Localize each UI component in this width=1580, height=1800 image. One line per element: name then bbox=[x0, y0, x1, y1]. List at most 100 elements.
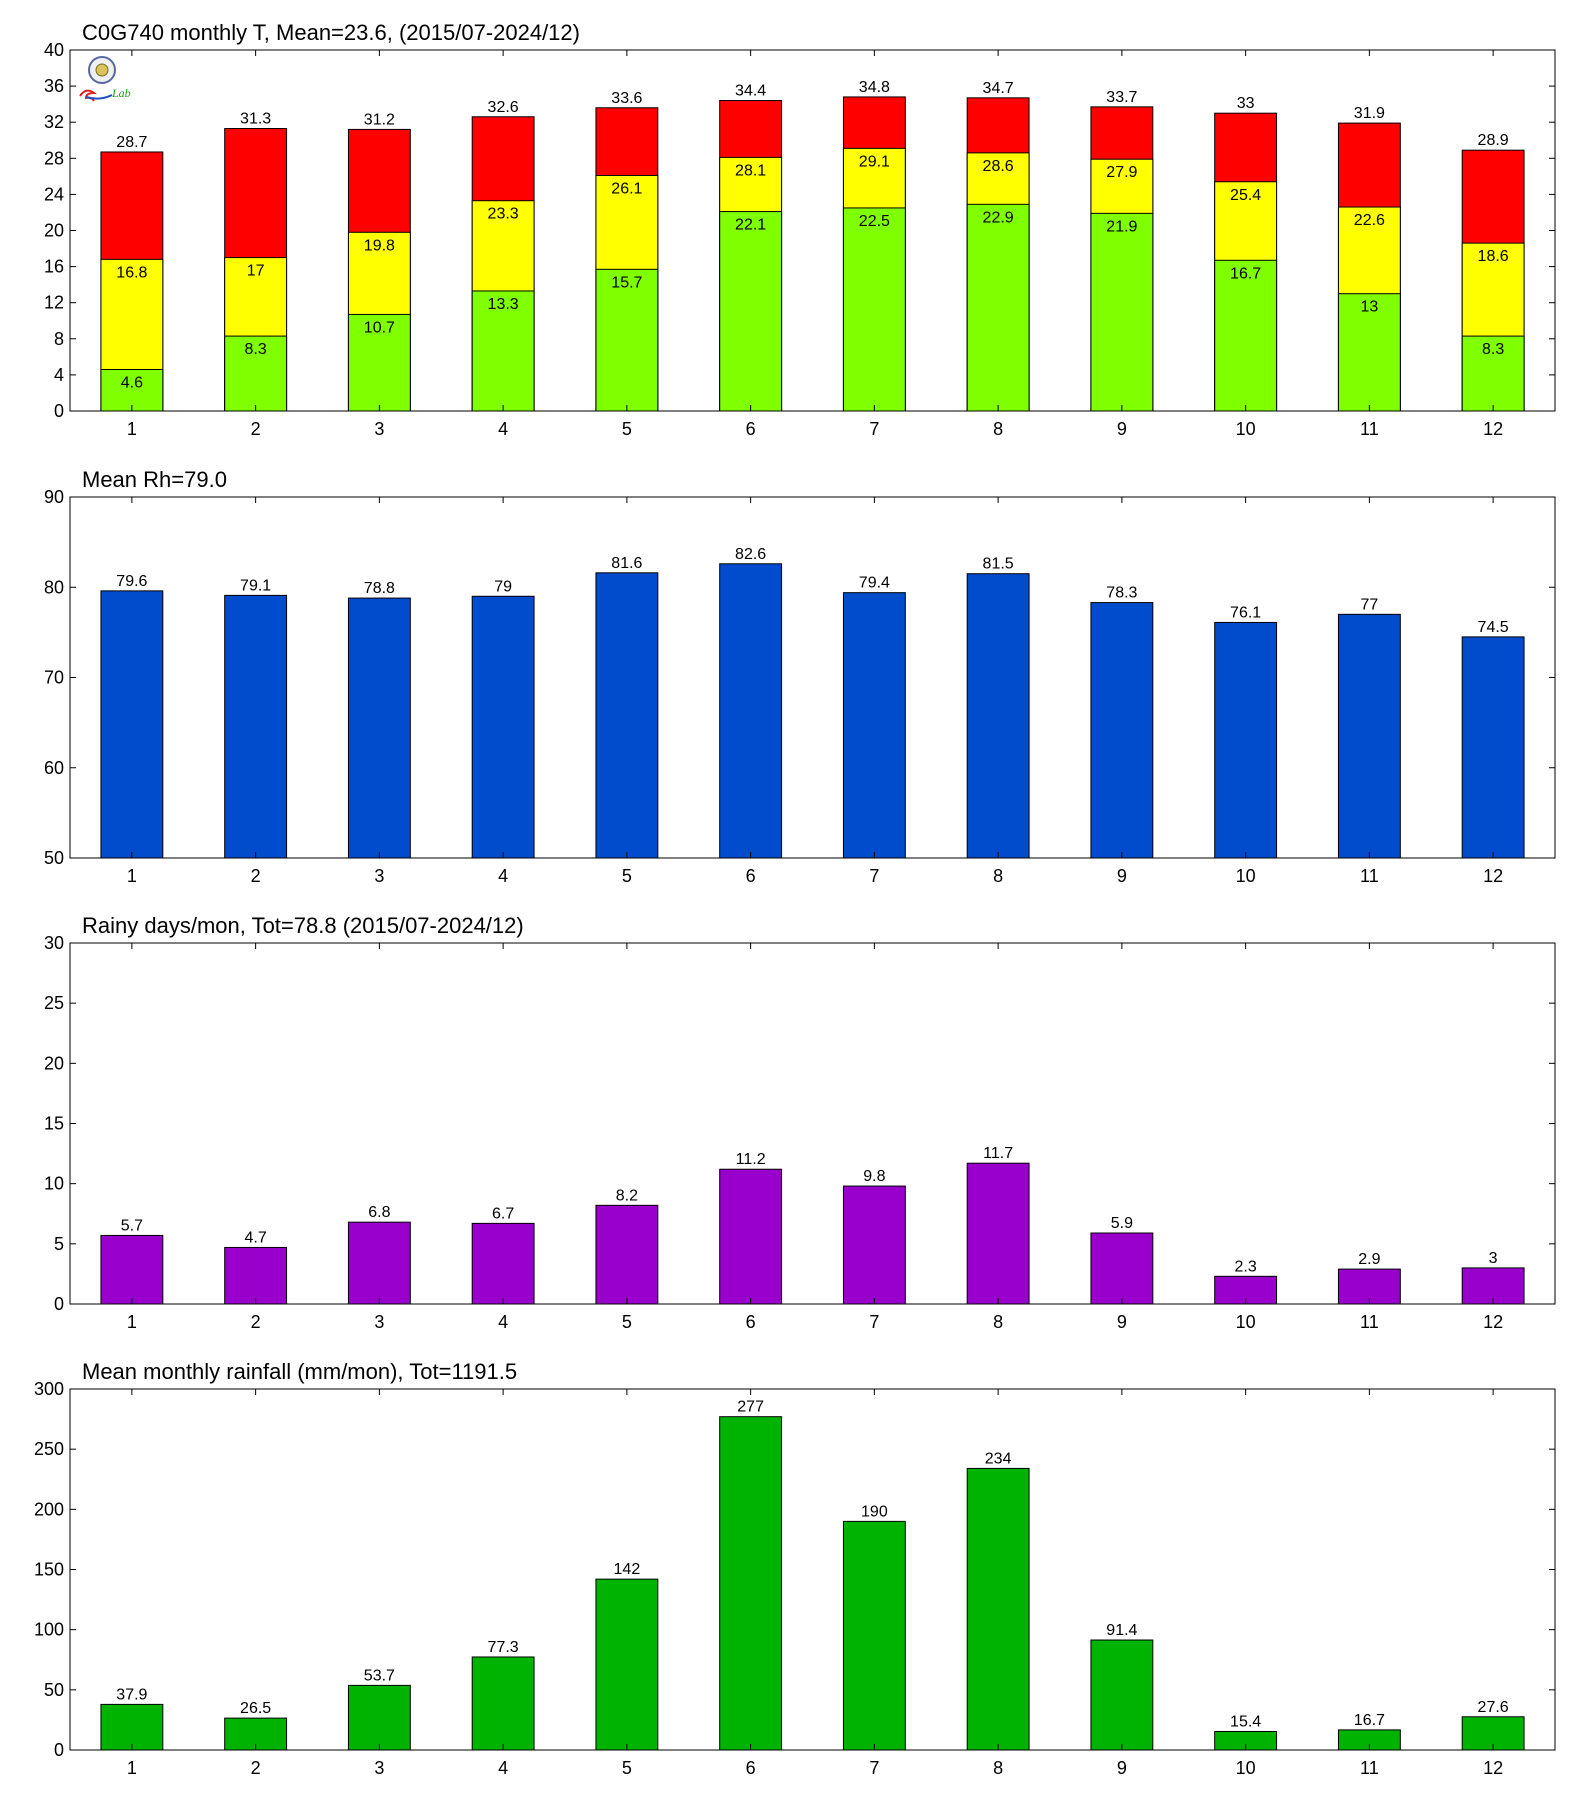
data-label-s3-m7: 22.5 bbox=[859, 213, 890, 230]
bar-s3-m5 bbox=[595, 268, 659, 412]
y-tick-label: 50 bbox=[44, 1680, 64, 1700]
bar-s3-m7 bbox=[842, 207, 906, 412]
data-label-s1-m2: 79.1 bbox=[240, 577, 271, 594]
data-label-s1-m4: 32.6 bbox=[488, 99, 519, 116]
data-label-s3-m11: 13 bbox=[1360, 299, 1378, 316]
data-label-s1-m12: 3 bbox=[1489, 1250, 1498, 1267]
plot-frame bbox=[69, 49, 1556, 412]
bar-s3-m3 bbox=[347, 313, 411, 412]
y-tick-label: 200 bbox=[34, 1499, 64, 1519]
y-tick-label: 10 bbox=[44, 1174, 64, 1194]
bar-s1-m8 bbox=[966, 1467, 1030, 1751]
bar-s3-m4 bbox=[471, 290, 535, 412]
y-tick-label: 50 bbox=[44, 848, 64, 868]
bar-s1-m3 bbox=[347, 597, 411, 859]
bar-s1-m10 bbox=[1214, 621, 1278, 859]
data-label-s1-m1: 28.7 bbox=[116, 134, 147, 151]
data-label-s1-m3: 31.2 bbox=[364, 111, 395, 128]
bar-s1-m2 bbox=[224, 594, 288, 859]
y-tick-label: 24 bbox=[44, 184, 64, 204]
chart-1: 28.731.3 31.232.633.6 34.4 34.8 34.733.7 3331… bbox=[44, 20, 1556, 439]
data-label-s3-m3: 10.7 bbox=[364, 319, 395, 336]
data-label-s1-m12: 74.5 bbox=[1478, 619, 1509, 636]
x-tick-label: 9 bbox=[1117, 1312, 1127, 1332]
data-label-s3-m9: 21.9 bbox=[1106, 218, 1137, 235]
data-label-s1-m10: 2.3 bbox=[1235, 1258, 1257, 1275]
chart-title: Mean monthly rainfall (mm/mon), Tot=1191… bbox=[82, 1359, 517, 1384]
data-label-s1-m3: 6.8 bbox=[368, 1204, 390, 1221]
chart-title: Rainy days/mon, Tot=78.8 (2015/07-2024/1… bbox=[82, 913, 524, 938]
data-label-s1-m12: 28.9 bbox=[1478, 132, 1509, 149]
y-tick-label: 20 bbox=[44, 1053, 64, 1073]
data-label-s1-m4: 77.3 bbox=[488, 1639, 519, 1656]
data-label-s3-m1: 4.6 bbox=[121, 374, 143, 391]
x-tick-label: 2 bbox=[251, 1758, 261, 1778]
x-tick-label: 5 bbox=[622, 1312, 632, 1332]
x-tick-label: 12 bbox=[1483, 1312, 1503, 1332]
bar-s3-m9 bbox=[1090, 212, 1154, 412]
data-label-s1-m6: 11.2 bbox=[736, 1151, 766, 1168]
data-label-s1-m11: 2.9 bbox=[1358, 1251, 1380, 1268]
x-tick-label: 5 bbox=[622, 419, 632, 439]
station-logo-icon: Lab bbox=[79, 56, 131, 102]
data-label-s1-m9: 91.4 bbox=[1106, 1622, 1137, 1639]
x-tick-label: 4 bbox=[498, 866, 508, 886]
chart-title: C0G740 monthly T, Mean=23.6, (2015/07-20… bbox=[82, 20, 580, 45]
x-tick-label: 8 bbox=[993, 1312, 1003, 1332]
y-tick-label: 25 bbox=[44, 993, 64, 1013]
data-label-s2-m5: 26.1 bbox=[611, 180, 642, 197]
y-tick-label: 150 bbox=[34, 1560, 64, 1580]
data-label-s1-m9: 78.3 bbox=[1106, 585, 1137, 602]
data-label-s2-m6: 28.1 bbox=[735, 162, 766, 179]
data-label-s1-m7: 9.8 bbox=[863, 1168, 885, 1185]
x-tick-label: 11 bbox=[1360, 1312, 1379, 1332]
x-tick-label: 9 bbox=[1117, 419, 1127, 439]
data-label-s3-m5: 15.7 bbox=[611, 274, 642, 291]
bar-s3-m6 bbox=[719, 211, 783, 412]
bar-s1-m6 bbox=[719, 563, 783, 859]
data-label-s3-m6: 22.1 bbox=[735, 217, 766, 234]
data-label-s3-m4: 13.3 bbox=[488, 296, 519, 313]
x-tick-label: 9 bbox=[1117, 1758, 1127, 1778]
data-label-s1-m1: 37.9 bbox=[116, 1686, 147, 1703]
data-label-s2-m4: 23.3 bbox=[488, 206, 519, 223]
data-label-s1-m1: 79.6 bbox=[116, 573, 147, 590]
x-tick-label: 12 bbox=[1483, 1758, 1503, 1778]
bar-s3-m2 bbox=[224, 335, 288, 412]
x-tick-label: 10 bbox=[1236, 1312, 1256, 1332]
bar-s1-m4 bbox=[471, 1656, 535, 1751]
data-label-s1-m6: 82.6 bbox=[735, 546, 766, 563]
data-label-s1-m11: 77 bbox=[1360, 596, 1378, 613]
data-label-s3-m12: 8.3 bbox=[1482, 341, 1504, 358]
data-label-s1-m11: 31.9 bbox=[1354, 105, 1385, 122]
bar-s1-m9 bbox=[1090, 1232, 1154, 1305]
data-label-s1-m12: 27.6 bbox=[1478, 1699, 1509, 1716]
y-tick-label: 5 bbox=[54, 1234, 64, 1254]
plot-frame bbox=[69, 496, 1556, 859]
bar-s1-m1 bbox=[100, 590, 164, 859]
y-tick-label: 15 bbox=[44, 1114, 64, 1134]
x-tick-label: 2 bbox=[251, 419, 261, 439]
x-tick-label: 4 bbox=[498, 419, 508, 439]
data-label-s1-m4: 6.7 bbox=[492, 1205, 514, 1222]
x-tick-label: 10 bbox=[1236, 1758, 1256, 1778]
data-label-s1-m5: 142 bbox=[614, 1561, 641, 1578]
data-label-s2-m3: 19.8 bbox=[364, 237, 395, 254]
chart-title: Mean Rh=79.0 bbox=[82, 467, 227, 492]
x-tick-label: 11 bbox=[1360, 1758, 1379, 1778]
x-tick-label: 10 bbox=[1236, 866, 1256, 886]
data-label-s1-m10: 76.1 bbox=[1230, 604, 1261, 621]
x-tick-label: 5 bbox=[622, 1758, 632, 1778]
x-tick-label: 4 bbox=[498, 1758, 508, 1778]
x-tick-label: 4 bbox=[498, 1312, 508, 1332]
data-label-s1-m7: 190 bbox=[861, 1503, 888, 1520]
y-tick-label: 8 bbox=[54, 329, 64, 349]
data-label-s2-m10: 25.4 bbox=[1230, 187, 1261, 204]
bar-s1-m4 bbox=[471, 595, 535, 859]
data-label-s1-m8: 34.7 bbox=[983, 80, 1014, 97]
x-tick-label: 1 bbox=[127, 419, 137, 439]
data-label-s1-m9: 5.9 bbox=[1111, 1215, 1133, 1232]
x-tick-label: 6 bbox=[746, 1758, 756, 1778]
data-label-s1-m6: 277 bbox=[737, 1399, 764, 1416]
x-tick-label: 11 bbox=[1360, 419, 1379, 439]
